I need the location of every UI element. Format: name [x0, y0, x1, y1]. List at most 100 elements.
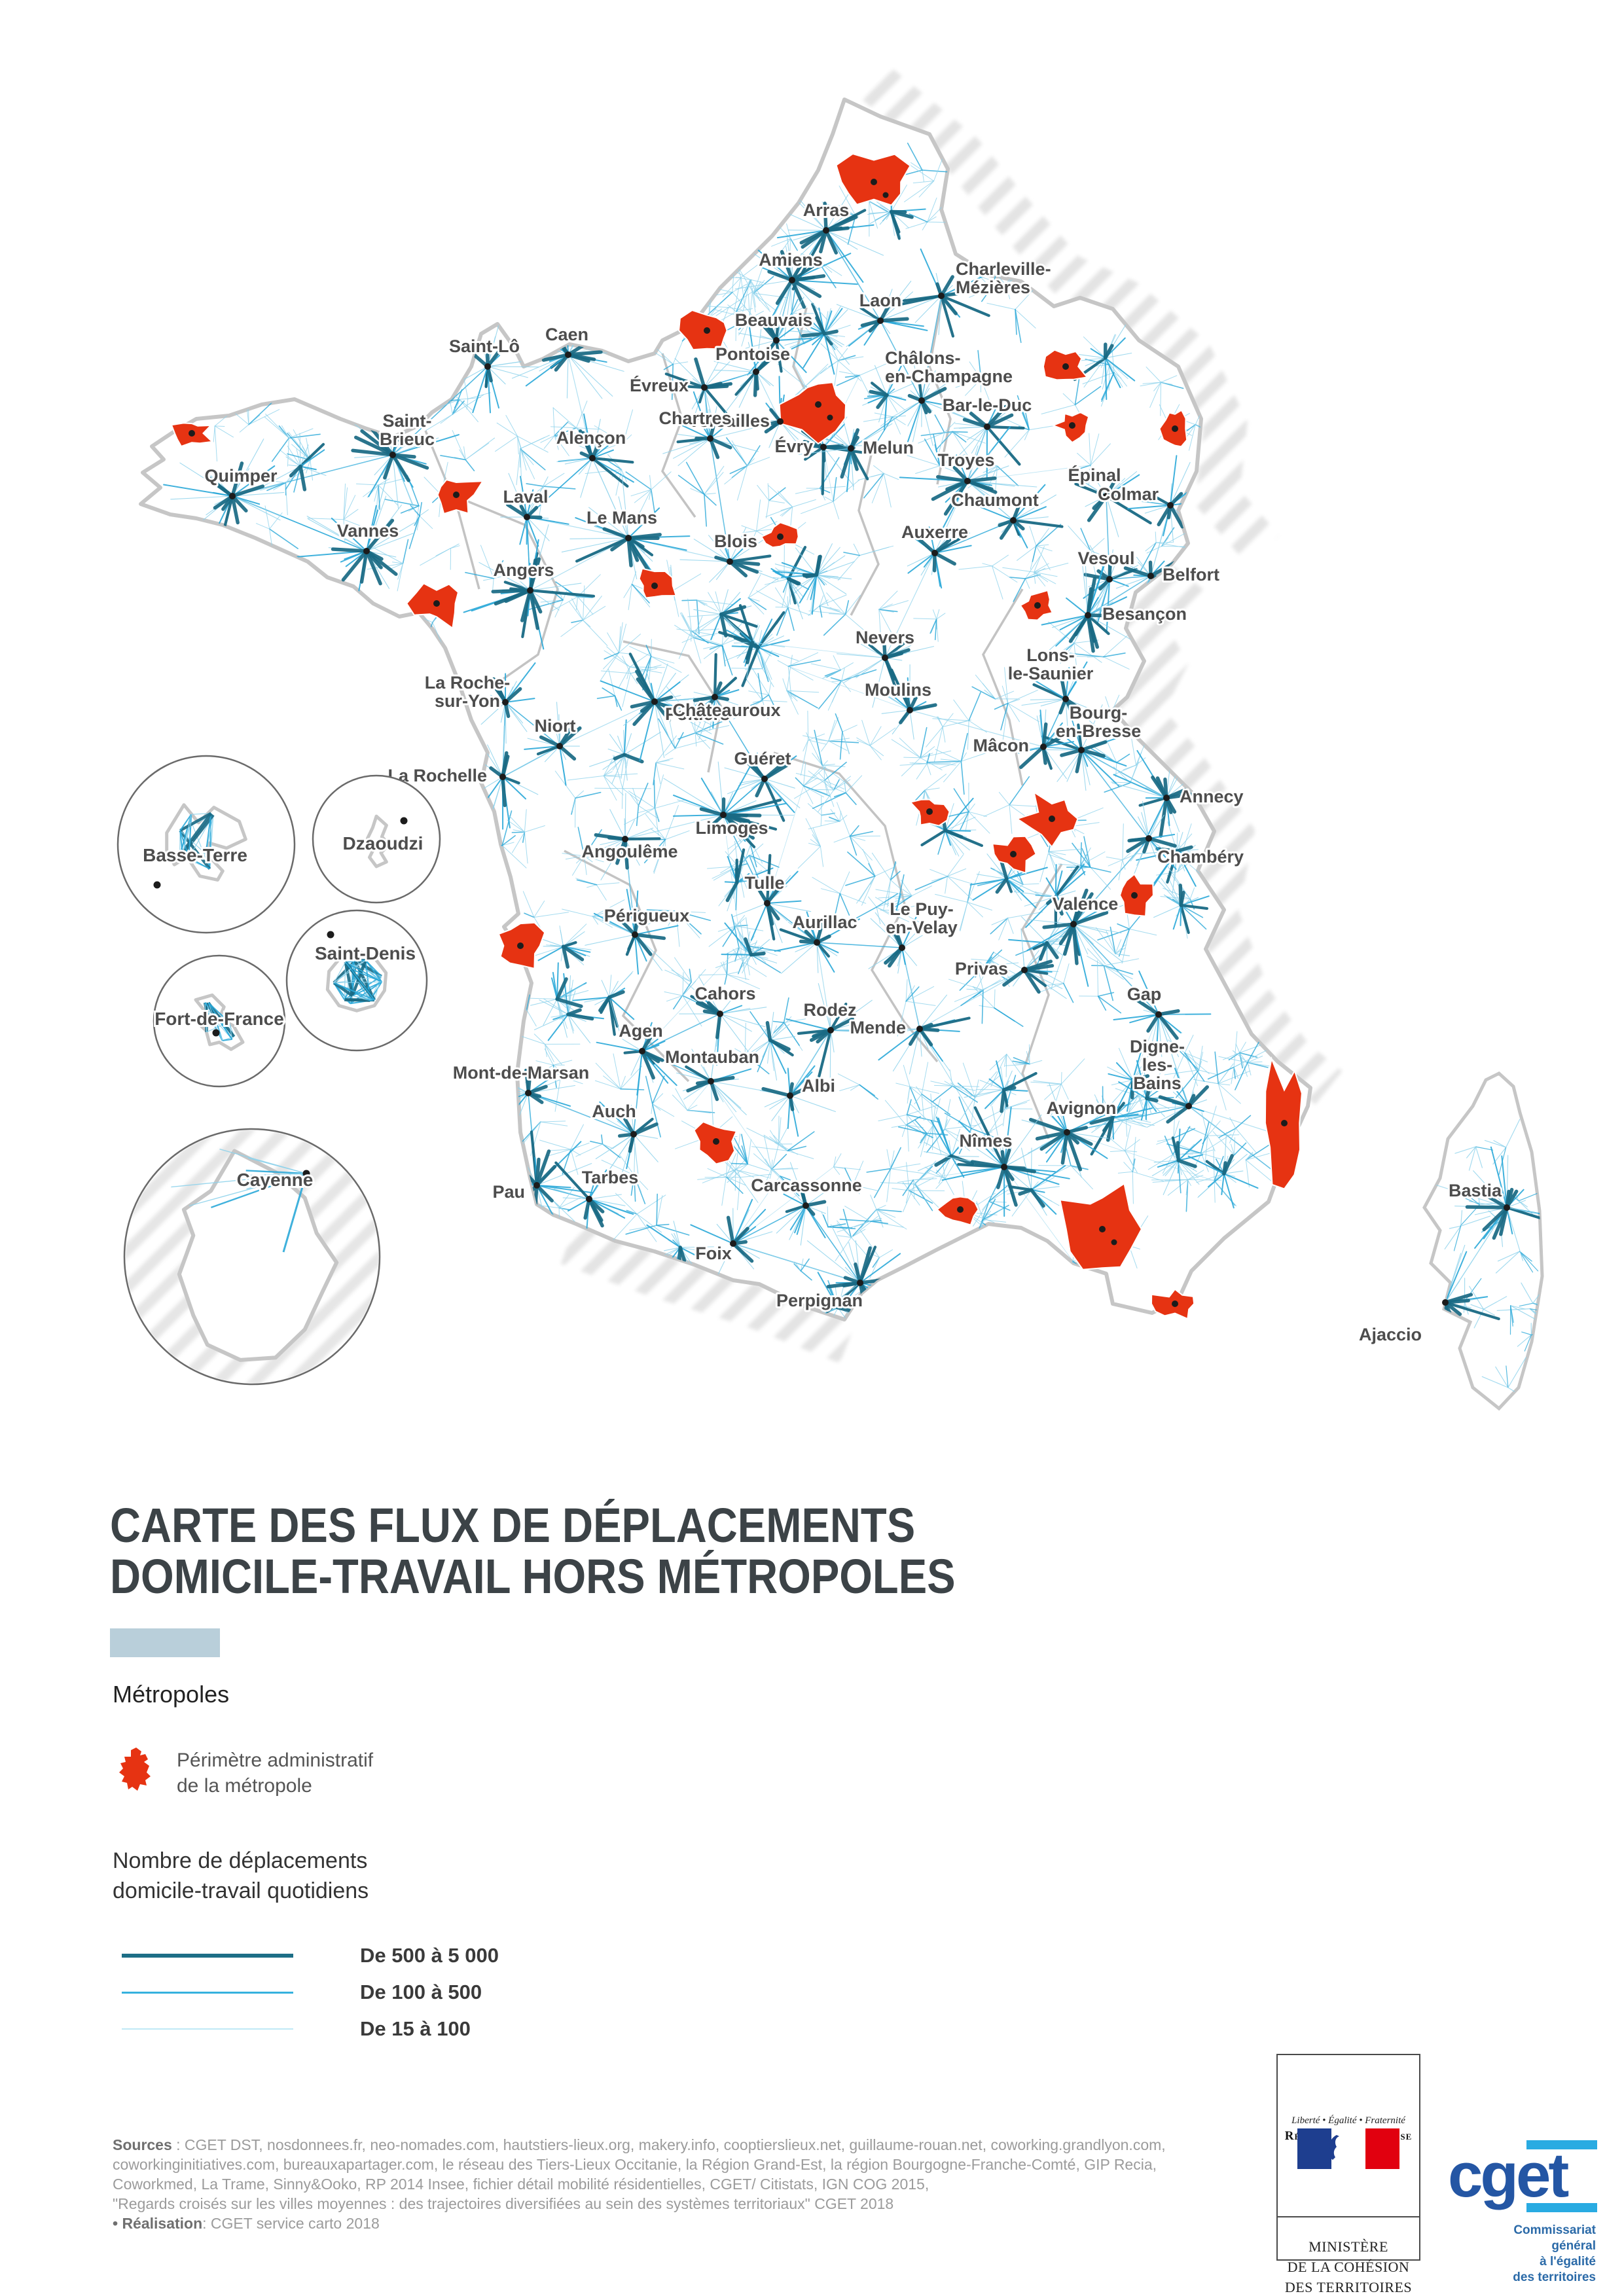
- corsica-outline: [1422, 1071, 1544, 1411]
- city-label-Le Mans: Le Mans: [586, 508, 657, 528]
- city-label-Épinal: Épinal: [1068, 465, 1121, 485]
- inset-label-reunion: Saint-Denis: [315, 943, 416, 963]
- city-label-Vesoul: Vesoul: [1077, 548, 1134, 568]
- city-label-Le Puy-en-Velay: Le Puy-en-Velay: [886, 899, 958, 937]
- legend-flows-heading: Nombre de déplacements domicile-travail …: [113, 1846, 702, 1906]
- realisation-line: • Réalisation: CGET service carto 2018: [113, 2214, 1238, 2233]
- city-label-Belfort: Belfort: [1163, 565, 1219, 584]
- marianne-flag-block: Liberté • Égalité • Fraternité Républiqu…: [1278, 2115, 1419, 2217]
- city-label-Melun: Melun: [863, 438, 914, 457]
- legend-flow-rows: De 500 à 5 000 De 100 à 500 De 15 à 100: [113, 1937, 702, 2047]
- sources-text-4: "Regards croisés sur les villes moyennes…: [113, 2195, 894, 2212]
- city-label-Alençon: Alençon: [556, 428, 626, 448]
- city-label-Charleville-Mézières: Charleville-Mézières: [956, 259, 1051, 297]
- city-labels: Arras Amiens Beauvais Laon Charleville-Méziè…: [202, 198, 1504, 1346]
- inset-label-guyane: Cayenne: [237, 1170, 314, 1190]
- metropole-Paris: [778, 382, 847, 445]
- city-label-Nevers: Nevers: [856, 628, 914, 647]
- city-label-Rodez: Rodez: [804, 1000, 857, 1020]
- city-label-Colmar: Colmar: [1098, 484, 1159, 504]
- legend: Métropoles Périmètre administratif de la…: [113, 1681, 702, 2047]
- city-label-Moulins: Moulins: [865, 680, 931, 700]
- legend-metropole-item: Périmètre administratif de la métropole: [113, 1746, 702, 1799]
- legend-flow-swatch-2: [122, 2028, 293, 2030]
- legend-metropole-label-line1: Périmètre administratif: [177, 1749, 374, 1771]
- ministry-line1: MINISTÈRE: [1308, 2238, 1388, 2255]
- city-label-Troyes: Troyes: [937, 450, 994, 470]
- city-label-Blois: Blois: [714, 531, 757, 551]
- sources-text-1: : CGET DST, nosdonnees.fr, neo-nomades.c…: [176, 2136, 1166, 2153]
- sources-text-2: coworkinginitiatives.com, bureauxapartag…: [113, 2156, 1157, 2173]
- city-label-Arras: Arras: [803, 200, 850, 220]
- cget-description: Commissariat général à l'égalité des ter…: [1448, 2223, 1596, 2286]
- city-label-Limoges: Limoges: [695, 818, 768, 838]
- metropole-Rouen: [678, 310, 728, 351]
- legend-metropole-label: Périmètre administratif de la métropole: [177, 1748, 373, 1799]
- city-label-Chambéry: Chambéry: [1157, 847, 1244, 867]
- sources-text-3: Coworkmed, La Trame, Sinny&Ooko, RP 2014…: [113, 2176, 929, 2193]
- city-label-Vannes: Vannes: [337, 521, 399, 541]
- city-label-Gap: Gap: [1127, 984, 1162, 1004]
- metropole-Lyon: [1015, 791, 1079, 848]
- legend-flow-swatch-0: [122, 1954, 293, 1958]
- legend-flow-label-0: De 500 à 5 000: [360, 1944, 499, 1967]
- city-label-Pontoise: Pontoise: [715, 344, 790, 364]
- city-label-Digne-les-Bains: Digne-les-Bains: [1130, 1037, 1185, 1093]
- city-label-Carcassonne: Carcassonne: [751, 1175, 862, 1195]
- inset-label-guadeloupe: Basse-Terre: [143, 845, 247, 865]
- city-label-Ajaccio: Ajaccio: [1359, 1325, 1422, 1344]
- city-label-Niort: Niort: [535, 716, 576, 736]
- city-label-Bar-le-Duc: Bar-le-Duc: [943, 395, 1032, 415]
- city-label-Perpignan: Perpignan: [776, 1291, 863, 1310]
- metropole-Tours: [638, 567, 677, 599]
- realisation-label: • Réalisation: [113, 2215, 203, 2232]
- city-label-Bourg-en-Bresse: Bourg-en-Bresse: [1056, 703, 1142, 741]
- marianne-silhouette-icon: [1328, 2135, 1339, 2160]
- sources-line: Sources : CGET DST, nosdonnees.fr, neo-n…: [113, 2135, 1238, 2155]
- city-label-Angoulême: Angoulême: [581, 842, 677, 861]
- cget-bar-top: [1526, 2140, 1597, 2149]
- realisation-text: : CGET service carto 2018: [202, 2215, 380, 2232]
- city-label-Amiens: Amiens: [759, 250, 823, 270]
- metropole-perimeter-icon: [119, 1748, 151, 1791]
- city-label-Caen: Caen: [545, 325, 588, 344]
- cget-desc-line1: Commissariat: [1513, 2223, 1596, 2237]
- city-label-Laval: Laval: [503, 487, 548, 507]
- cget-wordmark: cget: [1448, 2140, 1569, 2210]
- title-block: CARTE DES FLUX DE DÉPLACEMENTS DOMICILE-…: [110, 1500, 1157, 1657]
- city-label-Tarbes: Tarbes: [582, 1168, 639, 1187]
- metropole-areas: [170, 153, 1303, 1320]
- city-label-Aurillac: Aurillac: [792, 912, 857, 932]
- city-label-Laon: Laon: [859, 291, 902, 310]
- inset-label-mayotte: Dzaoudzi: [343, 833, 424, 853]
- city-label-Agen: Agen: [619, 1021, 663, 1041]
- city-label-Auch: Auch: [592, 1102, 636, 1121]
- city-label-Châlons-en-Champagne: Châlons-en-Champagne: [885, 348, 1013, 386]
- city-label-Montauban: Montauban: [665, 1047, 759, 1067]
- city-label-Guéret: Guéret: [734, 749, 791, 768]
- city-label-Pau: Pau: [492, 1182, 525, 1202]
- legend-flow-row-2: De 15 à 100: [113, 2011, 702, 2047]
- city-label-Lons-le-Saunier: Lons-le-Saunier: [1008, 645, 1094, 683]
- city-label-Valence: Valence: [1053, 894, 1119, 914]
- city-label-Évreux: Évreux: [630, 375, 689, 395]
- page-title-line2: DOMICILE-TRAVAIL HORS MÉTROPOLES: [110, 1549, 956, 1604]
- city-label-Mâcon: Mâcon: [973, 736, 1029, 755]
- city-label-Albi: Albi: [802, 1076, 835, 1096]
- legend-flow-label-1: De 100 à 500: [360, 1981, 482, 2003]
- legend-flow-label-2: De 15 à 100: [360, 2017, 471, 2040]
- legend-flow-row-0: De 500 à 5 000: [113, 1937, 702, 1974]
- france-outline: [139, 98, 1312, 1321]
- city-label-Cahors: Cahors: [695, 984, 755, 1003]
- legend-metropole-label-line2: de la métropole: [177, 1775, 312, 1797]
- inset-label-martinique: Fort-de-France: [154, 1009, 284, 1029]
- city-label-Angers: Angers: [493, 560, 554, 580]
- ministry-name: MINISTÈRE DE LA COHÉSION DES TERRITOIRES: [1278, 2217, 1419, 2296]
- cget-desc-line3: à l'égalité: [1540, 2255, 1596, 2269]
- map-svg: Arras Amiens Beauvais Laon Charleville-Méziè…: [117, 62, 1544, 1411]
- sources-block: Sources : CGET DST, nosdonnees.fr, neo-n…: [113, 2135, 1238, 2233]
- city-label-Privas: Privas: [955, 959, 1008, 978]
- city-label-Saint-Lô: Saint-Lô: [449, 336, 520, 356]
- republique-francaise-logo: Liberté • Égalité • Fraternité Républiqu…: [1276, 2054, 1420, 2295]
